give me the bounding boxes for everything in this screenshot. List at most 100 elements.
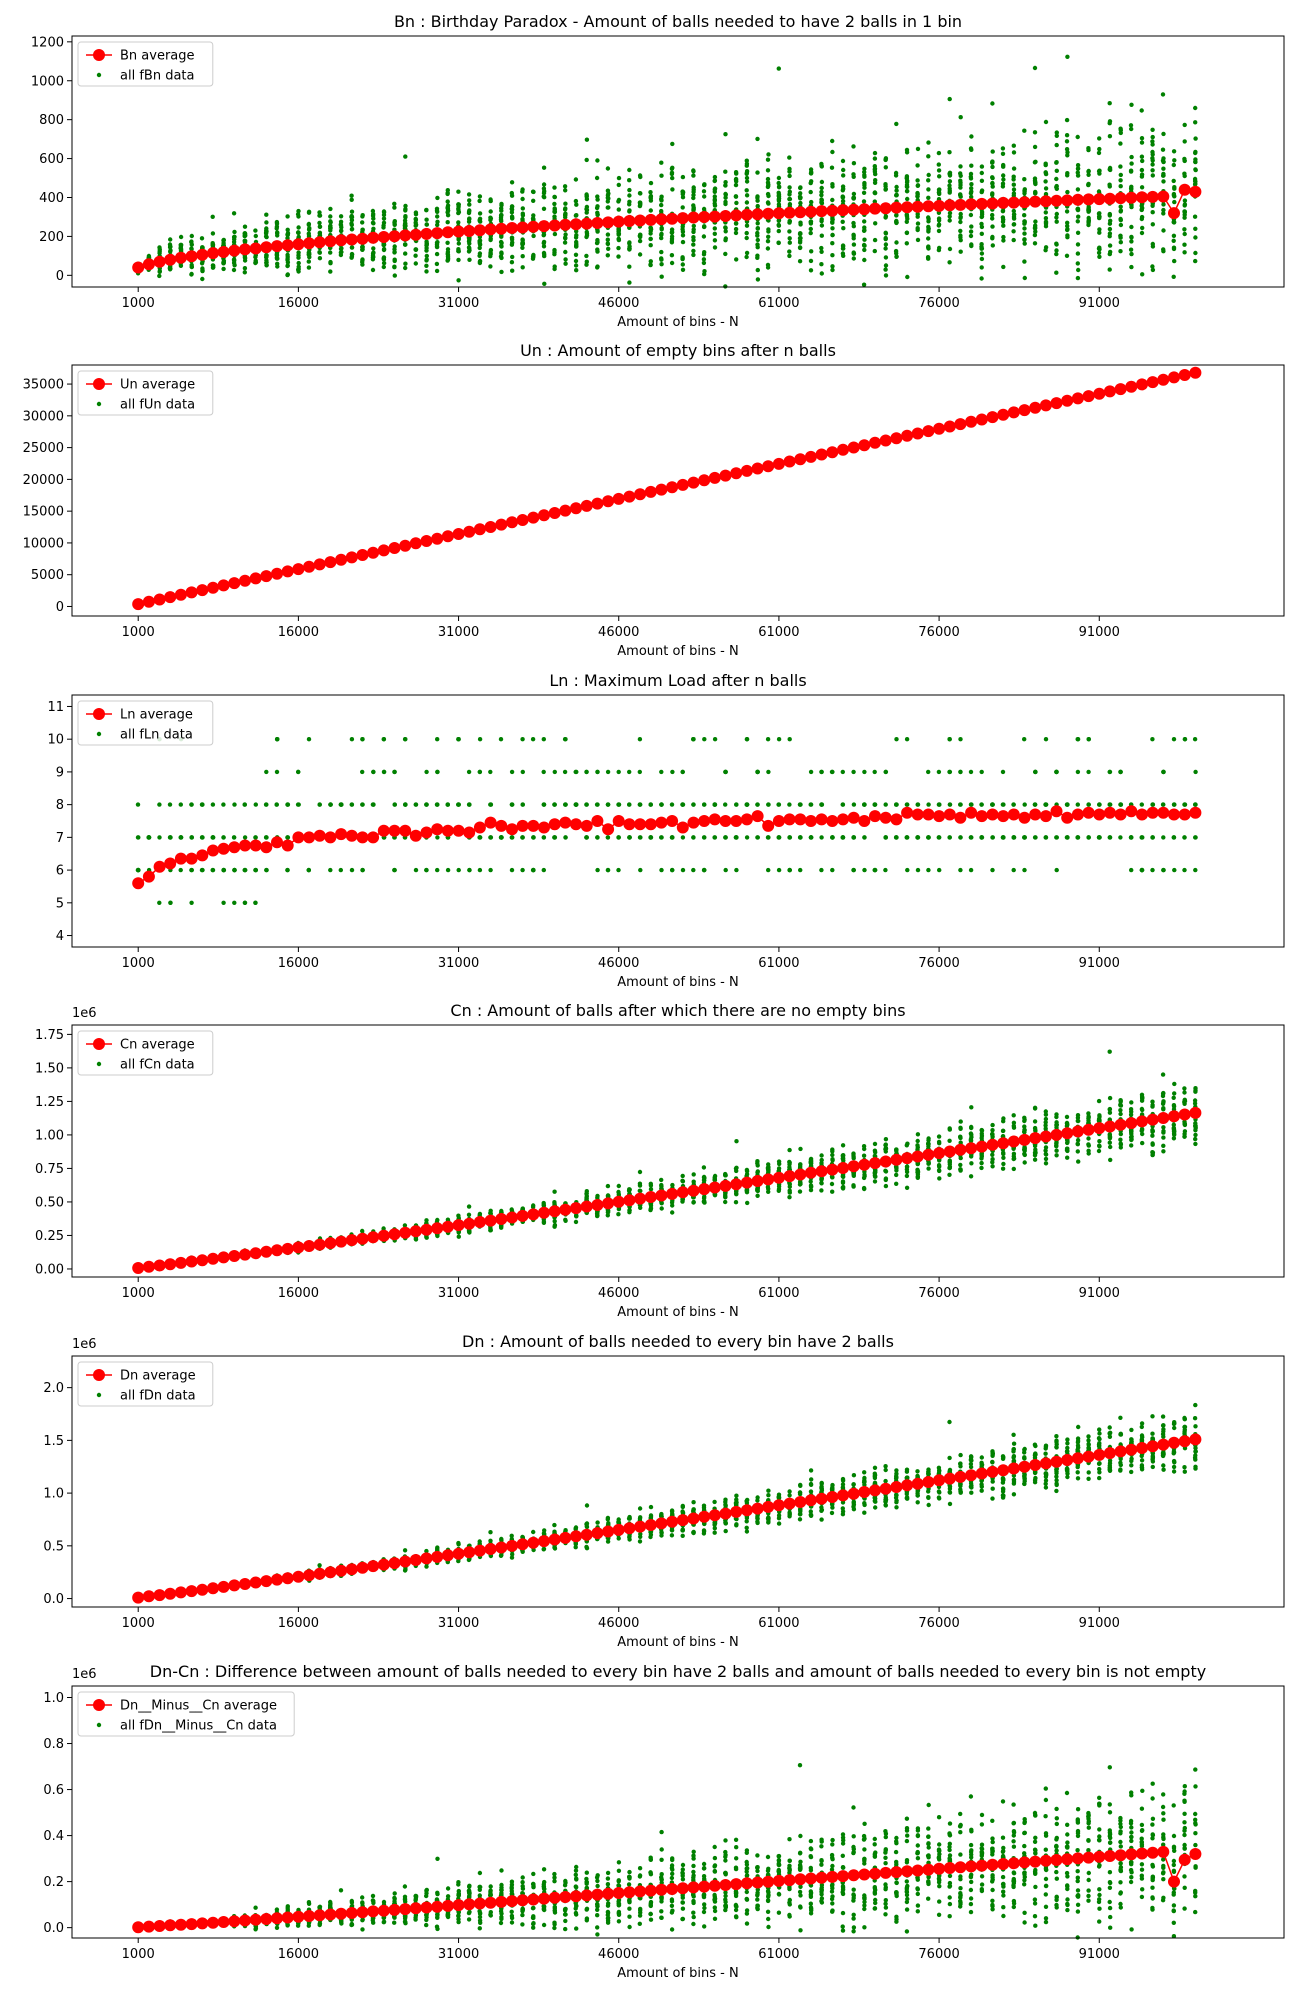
raw-data-point	[1096, 169, 1102, 174]
raw-data-point	[702, 224, 707, 229]
raw-data-point	[830, 1157, 835, 1162]
raw-data-point	[317, 250, 322, 255]
raw-data-point	[937, 174, 942, 179]
raw-data-point	[787, 196, 792, 202]
raw-data-point	[680, 239, 686, 245]
y-tick-label: 200	[39, 230, 64, 245]
raw-data-point	[755, 267, 760, 273]
raw-data-point	[1043, 210, 1049, 215]
raw-data-point	[872, 156, 878, 161]
raw-data-point	[1054, 248, 1059, 253]
raw-data-point	[541, 182, 547, 187]
raw-data-point	[1075, 206, 1080, 212]
average-point	[1093, 193, 1106, 206]
raw-data-point	[509, 769, 515, 775]
raw-data-point	[969, 835, 974, 840]
raw-data-point	[1043, 119, 1049, 125]
raw-data-point	[403, 203, 408, 209]
raw-data-point	[221, 867, 227, 873]
raw-data-point	[883, 1142, 888, 1147]
raw-data-point	[1193, 835, 1198, 840]
raw-data-point	[937, 191, 942, 197]
raw-data-point	[477, 1211, 483, 1217]
average-point	[762, 819, 775, 832]
average-point	[345, 829, 358, 842]
raw-data-point	[541, 244, 547, 249]
raw-data-point	[1086, 169, 1091, 174]
average-point	[153, 255, 166, 268]
raw-data-point	[905, 184, 910, 190]
raw-data-point	[851, 256, 856, 261]
raw-data-point	[936, 247, 942, 253]
average-point	[431, 227, 444, 240]
raw-data-point	[360, 213, 365, 218]
raw-data-point	[306, 737, 312, 742]
average-point	[356, 232, 369, 245]
raw-data-point	[1129, 102, 1134, 108]
raw-data-point	[445, 191, 450, 197]
raw-data-point	[851, 867, 856, 873]
raw-data-point	[904, 1173, 910, 1179]
raw-data-point	[467, 216, 472, 221]
raw-data-point	[894, 184, 899, 190]
raw-data-point	[1032, 144, 1038, 150]
average-point	[409, 829, 422, 842]
raw-data-point	[1064, 139, 1070, 144]
raw-data-point	[787, 867, 792, 873]
raw-data-point	[424, 253, 429, 259]
average-point	[409, 537, 422, 550]
raw-data-point	[509, 867, 515, 873]
raw-data-point	[765, 265, 771, 270]
raw-data-point	[392, 244, 397, 249]
raw-data-point	[883, 215, 888, 220]
raw-data-point	[467, 241, 472, 246]
raw-data-point	[1193, 179, 1198, 184]
raw-data-point	[542, 281, 547, 286]
raw-data-point	[552, 835, 557, 840]
raw-data-point	[733, 1200, 739, 1205]
raw-data-point	[1150, 737, 1155, 742]
raw-data-point	[274, 256, 280, 261]
raw-data-point	[456, 257, 461, 263]
raw-data-point	[723, 199, 728, 205]
raw-data-point	[242, 224, 248, 229]
raw-data-point	[509, 210, 515, 215]
average-point	[484, 223, 497, 236]
raw-data-point	[637, 1183, 643, 1188]
average-point	[879, 202, 892, 215]
average-point	[367, 831, 380, 844]
raw-data-point	[979, 802, 984, 807]
raw-data-point	[168, 244, 173, 249]
raw-data-point	[531, 198, 536, 203]
raw-data-point	[798, 231, 803, 236]
raw-data-point	[819, 1180, 824, 1186]
raw-data-point	[605, 835, 611, 840]
raw-data-point	[531, 835, 536, 840]
raw-data-point	[894, 240, 899, 245]
raw-data-point	[659, 208, 664, 214]
average-point	[933, 199, 946, 212]
raw-data-point	[926, 246, 931, 251]
raw-data-point	[1065, 173, 1070, 178]
raw-data-point	[712, 835, 718, 840]
raw-data-point	[883, 165, 888, 170]
raw-data-point	[498, 239, 504, 245]
raw-data-point	[135, 867, 141, 873]
raw-data-point	[808, 268, 814, 273]
average-point	[954, 418, 967, 431]
average-point	[249, 572, 262, 585]
raw-data-point	[670, 175, 675, 181]
raw-data-point	[670, 1182, 675, 1188]
raw-data-point	[904, 241, 909, 246]
raw-data-point	[1139, 154, 1145, 159]
raw-data-point	[787, 185, 792, 190]
raw-data-point	[819, 1188, 824, 1193]
raw-data-point	[167, 267, 173, 272]
average-point	[644, 818, 657, 831]
average-point	[142, 258, 155, 271]
raw-data-point	[797, 1179, 803, 1185]
raw-data-point	[1075, 261, 1081, 266]
y-tick-label: 11	[47, 700, 64, 715]
raw-data-point	[616, 802, 622, 807]
raw-data-point	[1171, 162, 1177, 168]
